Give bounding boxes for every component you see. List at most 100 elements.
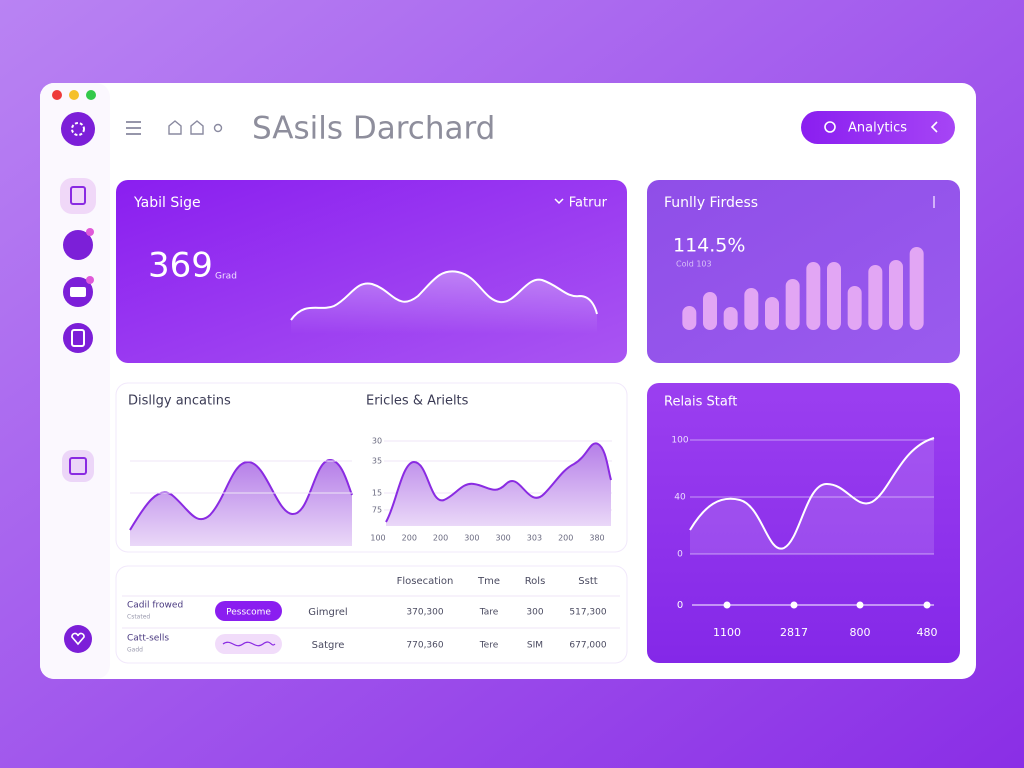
table-card [115, 565, 628, 664]
table-cell: 517,300 [569, 608, 606, 618]
share-glyph [930, 121, 938, 133]
card-title: Funlly Firdess [664, 195, 758, 211]
axis-dot [856, 601, 864, 609]
table-cell: Tare [479, 608, 499, 618]
nav-icon[interactable] [62, 450, 94, 482]
card-title: Relais Staft [664, 395, 737, 410]
maximize-dot[interactable] [86, 90, 96, 100]
column-header: Sstt [578, 576, 597, 587]
nav-glyph [70, 186, 86, 205]
area-line [385, 442, 612, 523]
y-tick-label: 15 [372, 489, 382, 498]
row-name: Cadil frowed [127, 601, 183, 611]
bar [723, 307, 738, 330]
filter-label[interactable]: Fatrur [569, 196, 608, 211]
nav-icon[interactable] [63, 323, 93, 353]
kpi-caption: Cold 103 [676, 260, 712, 269]
pill-squiggle [222, 641, 276, 647]
bar [682, 306, 697, 330]
button-label: Analytics [848, 121, 907, 136]
line [689, 437, 935, 550]
sidebar [40, 83, 110, 679]
axis-dot [923, 601, 931, 609]
table-cell: Tere [479, 641, 499, 651]
nav-glyph [71, 329, 85, 347]
page-title: SAsils Darchard [252, 111, 495, 147]
sparkline-area [291, 271, 597, 334]
x-tick-label: 800 [850, 626, 871, 639]
y-tick-label: 0 [677, 550, 683, 560]
wave-area [130, 460, 352, 546]
table-cell: 677,000 [569, 641, 606, 651]
axis-labels: 30 35 15 75 100 200 200 300 300 303 200 380 [370, 437, 604, 543]
row-subtitle: Cstated [127, 614, 150, 621]
y-tick-label: 40 [674, 493, 686, 503]
close-dot[interactable] [52, 90, 62, 100]
y-tick-label: 35 [372, 457, 382, 466]
table-cell: SIM [527, 641, 543, 651]
column-header: Tme [477, 576, 500, 587]
card [647, 383, 960, 663]
toolbar-icons[interactable] [168, 120, 223, 135]
bar [765, 297, 779, 330]
nav-icon[interactable] [60, 178, 96, 214]
row-type: Satgre [312, 640, 345, 651]
bar [703, 292, 717, 330]
column-header: Flosecation [397, 576, 454, 587]
card-title: Yabil Sige [133, 195, 201, 211]
axis-dot [790, 601, 798, 609]
analytics-button[interactable] [801, 111, 955, 144]
bar [889, 260, 903, 330]
status-pill[interactable] [215, 634, 282, 654]
x-tick-label: 200 [433, 534, 448, 543]
x-origin-label: 0 [677, 600, 683, 611]
x-tick-label: 480 [917, 626, 938, 639]
table-cell: 300 [526, 608, 543, 618]
bar [806, 262, 821, 330]
axis-dot [723, 601, 731, 609]
heart-glyph [71, 632, 85, 646]
dropdown-glyph[interactable] [554, 198, 564, 205]
table: Flosecation Tme Rols Sstt Cadil frowed Cstate… [127, 576, 607, 654]
status-pill[interactable] [215, 601, 282, 621]
status-label: Pesscome [226, 608, 271, 618]
kpi-value: 114.5% [673, 235, 745, 257]
y-tick-label: 75 [372, 506, 382, 515]
x-tick-label: 200 [558, 534, 573, 543]
x-tick-label: 200 [402, 534, 417, 543]
axis-labels: 100 40 0 0 1100 2817 800 480 [671, 436, 937, 640]
bar-chart [682, 247, 924, 330]
sparkline [290, 270, 598, 321]
kpi-unit: Grad [215, 272, 237, 282]
row-type: Gimgrel [308, 607, 347, 618]
table-cell: 370,300 [406, 608, 443, 618]
bar [909, 247, 924, 330]
minimize-dot[interactable] [69, 90, 79, 100]
nav-icon[interactable] [63, 230, 93, 260]
wave-line [129, 458, 353, 531]
card-title: Ericles & Arielts [366, 394, 469, 409]
y-tick-label: 100 [671, 436, 688, 446]
menu-icon[interactable] [126, 121, 141, 135]
search-glyph [824, 121, 836, 133]
table-cell: 770,360 [406, 641, 443, 651]
bar [868, 265, 883, 330]
area-fill [386, 443, 611, 526]
row-subtitle: Gadd [127, 647, 143, 654]
badge [86, 276, 94, 284]
y-tick-label: 30 [372, 437, 382, 446]
x-tick-label: 1100 [713, 626, 741, 639]
logo-glyph [71, 122, 85, 136]
favorite-icon[interactable] [64, 625, 92, 653]
bar [785, 279, 800, 330]
badge [86, 228, 94, 236]
x-tick-label: 303 [527, 534, 542, 543]
x-tick-label: 2817 [780, 626, 808, 639]
x-tick-label: 300 [496, 534, 511, 543]
card-title: Disllgy ancatins [128, 394, 231, 409]
nav-glyph [69, 457, 87, 475]
logo-icon[interactable] [61, 112, 95, 146]
bar [847, 286, 862, 330]
